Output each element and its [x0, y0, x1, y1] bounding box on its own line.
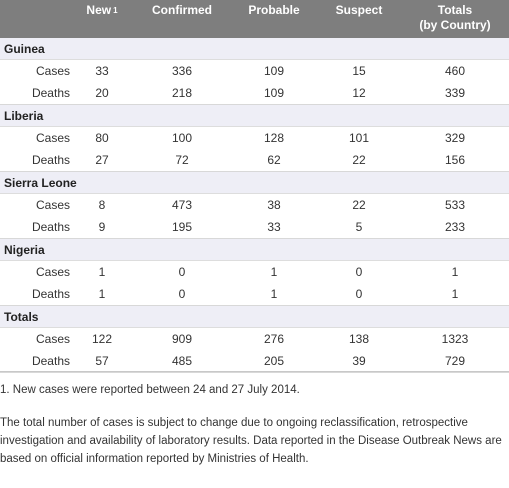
- cell-suspect: 0: [355, 265, 363, 279]
- cell-confirmed: 100: [171, 131, 193, 145]
- cell-suspect: 5: [355, 220, 363, 234]
- row-label: Deaths: [31, 220, 70, 234]
- divider: [0, 371, 509, 372]
- header-confirmed: Confirmed: [152, 3, 212, 17]
- cell-confirmed: 72: [175, 153, 189, 167]
- group-header-row: Guinea: [0, 38, 509, 60]
- cell-probable: 62: [267, 153, 281, 167]
- table-row: Deaths 57 485 205 39 729: [0, 350, 509, 373]
- cell-suspect: 101: [348, 131, 370, 145]
- header-suspect: Suspect: [335, 3, 383, 17]
- cell-probable: 1: [270, 265, 278, 279]
- row-label: Deaths: [31, 287, 70, 301]
- header-new-footnote-marker: 1: [113, 6, 118, 15]
- disclaimer-note: The total number of cases is subject to …: [0, 417, 502, 465]
- cell-total: 1: [451, 265, 459, 279]
- cell-confirmed: 0: [178, 287, 186, 301]
- table-row: Cases 8 473 38 22 533: [0, 194, 509, 216]
- cell-new: 1: [98, 287, 106, 301]
- row-label: Cases: [35, 332, 70, 346]
- table-row: Cases 122 909 276 138 1323: [0, 328, 509, 350]
- cell-probable: 276: [263, 332, 285, 346]
- row-label: Deaths: [31, 86, 70, 100]
- cell-total: 156: [444, 153, 466, 167]
- cell-suspect: 22: [352, 153, 366, 167]
- cell-total: 729: [444, 354, 466, 368]
- cell-new: 57: [95, 354, 109, 368]
- cell-suspect: 12: [352, 86, 366, 100]
- cell-confirmed: 0: [178, 265, 186, 279]
- cell-probable: 1: [270, 287, 278, 301]
- header-totals: Totals (by Country): [406, 3, 504, 33]
- cell-suspect: 0: [355, 287, 363, 301]
- group-header-row: Liberia: [0, 105, 509, 127]
- row-label: Deaths: [31, 153, 70, 167]
- cell-new: 27: [95, 153, 109, 167]
- group-header-row: Sierra Leone: [0, 172, 509, 194]
- group-header-row: Totals: [0, 306, 509, 328]
- table-row: Cases 33 336 109 15 460: [0, 60, 509, 82]
- cell-probable: 33: [267, 220, 281, 234]
- cell-new: 1: [98, 265, 106, 279]
- header-totals-label: Totals: [437, 3, 473, 17]
- cell-new: 9: [98, 220, 106, 234]
- table-body: Guinea Cases 33 336 109 15 460 Deaths 20 218 109 12…: [0, 38, 509, 373]
- cell-probable: 109: [263, 64, 285, 78]
- table-header: New 1 Confirmed Probable Suspect Totals (…: [0, 0, 509, 38]
- cell-total: 1: [451, 287, 459, 301]
- cell-new: 20: [95, 86, 109, 100]
- cell-probable: 38: [267, 198, 281, 212]
- cell-new: 122: [91, 332, 113, 346]
- header-new: New 1: [70, 3, 134, 18]
- cell-suspect: 15: [352, 64, 366, 78]
- cell-probable: 128: [263, 131, 285, 145]
- cell-new: 80: [95, 131, 109, 145]
- table-row: Cases 1 0 1 0 1: [0, 261, 509, 283]
- table-row: Cases 80 100 128 101 329: [0, 127, 509, 149]
- cell-total: 233: [444, 220, 466, 234]
- header-totals-sublabel: (by Country): [419, 18, 491, 32]
- row-label: Cases: [35, 198, 70, 212]
- header-new-label: New: [86, 3, 112, 17]
- row-label: Cases: [35, 131, 70, 145]
- table-row: Deaths 20 218 109 12 339: [0, 82, 509, 105]
- footnote: 1. New cases were reported between 24 an…: [0, 384, 300, 396]
- cell-total: 329: [444, 131, 466, 145]
- cell-confirmed: 473: [171, 198, 193, 212]
- cell-total: 460: [444, 64, 466, 78]
- cell-total: 1323: [441, 332, 469, 346]
- cell-confirmed: 485: [171, 354, 193, 368]
- cell-new: 33: [95, 64, 109, 78]
- cell-suspect: 39: [352, 354, 366, 368]
- row-label: Cases: [35, 64, 70, 78]
- cell-probable: 109: [263, 86, 285, 100]
- table-row: Deaths 9 195 33 5 233: [0, 216, 509, 239]
- cell-total: 533: [444, 198, 466, 212]
- cell-total: 339: [444, 86, 466, 100]
- cell-confirmed: 336: [171, 64, 193, 78]
- table-row: Deaths 27 72 62 22 156: [0, 149, 509, 172]
- header-probable: Probable: [248, 3, 300, 17]
- cell-confirmed: 909: [171, 332, 193, 346]
- table-row: Deaths 1 0 1 0 1: [0, 283, 509, 306]
- cell-confirmed: 195: [171, 220, 193, 234]
- cell-suspect: 22: [352, 198, 366, 212]
- row-label: Deaths: [31, 354, 70, 368]
- cell-confirmed: 218: [171, 86, 193, 100]
- row-label: Cases: [35, 265, 70, 279]
- cell-suspect: 138: [348, 332, 370, 346]
- cell-new: 8: [98, 198, 106, 212]
- group-header-row: Nigeria: [0, 239, 509, 261]
- cell-probable: 205: [263, 354, 285, 368]
